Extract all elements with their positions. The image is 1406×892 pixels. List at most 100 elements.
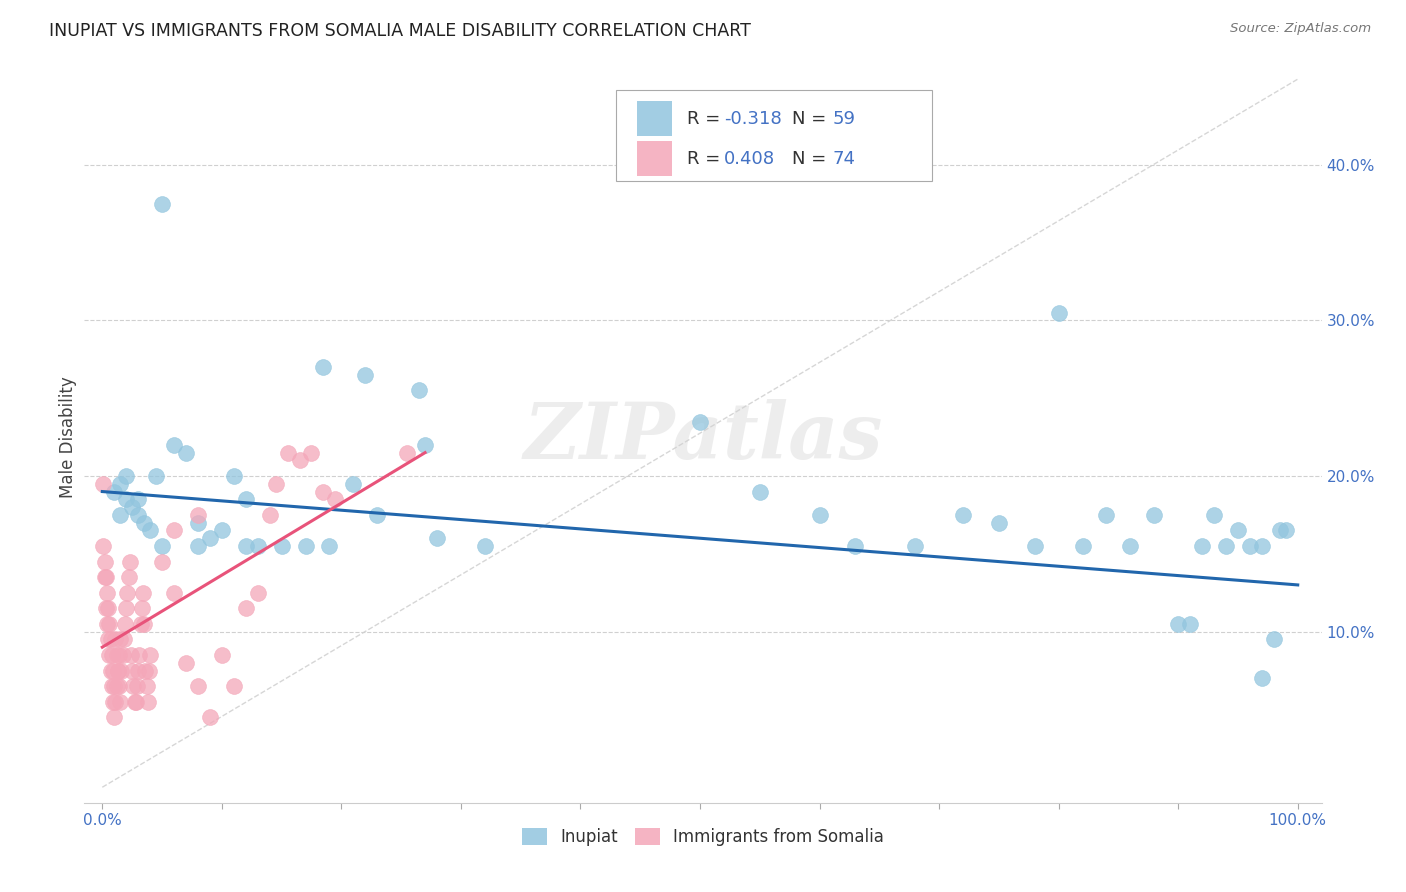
Point	[294, 539, 316, 553]
Point	[270, 539, 292, 553]
Point	[288, 453, 311, 467]
Point	[101, 664, 124, 678]
Point	[318, 539, 340, 553]
Point	[259, 508, 281, 522]
Point	[120, 648, 142, 662]
Point	[134, 664, 156, 678]
Point	[198, 710, 221, 724]
Point	[122, 679, 145, 693]
Point	[1191, 539, 1213, 553]
Point	[117, 570, 139, 584]
Point	[108, 648, 131, 662]
FancyBboxPatch shape	[637, 141, 672, 177]
Point	[97, 601, 120, 615]
Point	[366, 508, 388, 522]
Point	[110, 664, 132, 678]
Point	[211, 648, 233, 662]
Point	[413, 438, 436, 452]
Point	[277, 445, 299, 459]
Point	[93, 570, 115, 584]
Point	[246, 539, 269, 553]
Point	[1274, 524, 1296, 538]
Point	[96, 585, 118, 599]
Point	[107, 664, 129, 678]
Point	[138, 664, 160, 678]
Point	[101, 679, 124, 693]
Point	[105, 679, 128, 693]
Point	[396, 445, 419, 459]
Point	[235, 492, 257, 507]
Point	[93, 476, 115, 491]
Point	[94, 570, 117, 584]
Point	[174, 656, 197, 670]
Point	[904, 539, 927, 553]
Point	[105, 648, 128, 662]
Point	[100, 632, 122, 647]
Text: 0.408: 0.408	[724, 150, 775, 168]
Point	[98, 648, 121, 662]
Point	[1178, 616, 1201, 631]
Point	[125, 679, 148, 693]
Point	[96, 616, 118, 631]
Point	[124, 695, 146, 709]
Point	[474, 539, 496, 553]
Point	[1263, 632, 1285, 647]
Point	[108, 679, 131, 693]
Point	[110, 695, 132, 709]
Point	[121, 500, 143, 515]
Point	[94, 601, 117, 615]
Point	[264, 476, 287, 491]
Point	[1167, 616, 1189, 631]
Point	[150, 196, 173, 211]
Point	[127, 664, 149, 678]
Point	[121, 664, 143, 678]
Point	[187, 516, 209, 530]
Point	[235, 539, 257, 553]
Point	[187, 508, 209, 522]
Point	[689, 415, 711, 429]
Point	[115, 601, 138, 615]
Y-axis label: Male Disability: Male Disability	[59, 376, 77, 498]
Point	[134, 516, 156, 530]
Point	[115, 492, 138, 507]
Point	[246, 585, 269, 599]
Point	[354, 368, 377, 382]
Point	[117, 585, 139, 599]
Point	[187, 539, 209, 553]
Point	[808, 508, 831, 522]
Point	[198, 531, 221, 545]
Point	[118, 555, 141, 569]
Point	[1226, 524, 1249, 538]
Point	[1268, 524, 1291, 538]
FancyBboxPatch shape	[637, 101, 672, 136]
Point	[163, 524, 186, 538]
Point	[103, 710, 125, 724]
Text: R =: R =	[688, 150, 725, 168]
Point	[93, 539, 115, 553]
Point	[150, 539, 173, 553]
Point	[127, 492, 149, 507]
Point	[97, 632, 120, 647]
Point	[112, 632, 135, 647]
Point	[163, 585, 186, 599]
Point	[110, 632, 132, 647]
FancyBboxPatch shape	[616, 90, 932, 181]
Point	[987, 516, 1010, 530]
Point	[107, 664, 129, 678]
Point	[222, 469, 245, 483]
Point	[952, 508, 974, 522]
Point	[844, 539, 866, 553]
Point	[301, 445, 323, 459]
Text: N =: N =	[792, 150, 832, 168]
Point	[1024, 539, 1046, 553]
Point	[1143, 508, 1166, 522]
Point	[1071, 539, 1094, 553]
Point	[101, 648, 124, 662]
Point	[312, 484, 335, 499]
Point	[1095, 508, 1118, 522]
Point	[100, 664, 122, 678]
Point	[426, 531, 449, 545]
Text: N =: N =	[792, 110, 832, 128]
Point	[101, 695, 124, 709]
Point	[103, 679, 125, 693]
